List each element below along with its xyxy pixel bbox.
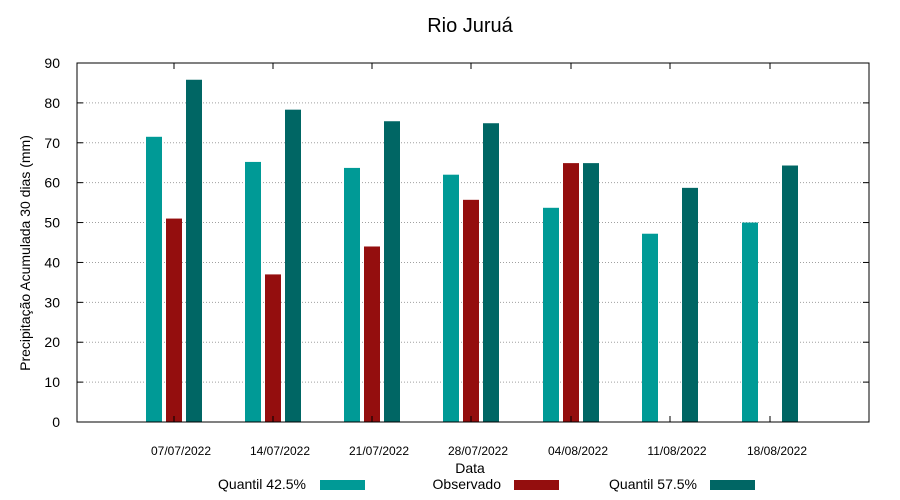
legend-swatch-3 [710,480,755,490]
x-tick-label-2: 14/07/2022 [250,444,310,458]
x-tick-label-6: 11/08/2022 [647,444,706,458]
y-tick-label-20: 20 [44,334,60,350]
bar-series2-cat5 [563,163,579,423]
bar-series3-cat5 [583,163,599,423]
x-tick-label-5: 04/08/2022 [548,444,608,458]
x-axis-ticks: 07/07/2022 14/07/2022 21/07/2022 28/07/2022… [151,63,807,458]
legend-swatch-2 [514,480,559,490]
y-axis-label: Precipitação Acumulada 30 dias (mm) [17,135,33,371]
legend-label-3: Quantil 57.5% [609,476,697,492]
bar-series3-cat3 [384,121,400,422]
bar-series1-cat1 [146,136,162,423]
bar-series2-cat4 [463,199,479,422]
bar-series3-cat7 [782,165,798,422]
bars [146,79,798,423]
y-tick-label-70: 70 [44,135,60,151]
legend-label-2: Observado [433,476,502,492]
x-tick-label-4: 28/07/2022 [448,444,508,458]
y-tick-label-40: 40 [44,254,60,270]
y-tick-label-50: 50 [44,215,60,231]
bar-series1-cat6 [642,233,658,422]
y-tick-label-60: 60 [44,175,60,191]
bar-series2-cat3 [364,246,380,422]
bar-series1-cat2 [245,161,261,422]
bar-series3-cat4 [483,123,499,422]
x-tick-label-3: 21/07/2022 [349,444,409,458]
y-axis-ticks: 0 10 20 30 40 50 60 70 80 90 [44,55,869,430]
y-tick-label-80: 80 [44,95,60,111]
y-tick-label-30: 30 [44,294,60,310]
y-tick-label-10: 10 [44,374,60,390]
x-tick-label-1: 07/07/2022 [151,444,211,458]
bar-series3-cat6 [682,187,698,422]
x-tick-label-7: 18/08/2022 [747,444,807,458]
bar-series1-cat5 [543,207,559,422]
bar-series2-cat1 [166,218,182,422]
bar-series3-cat2 [285,109,301,423]
legend: Quantil 42.5% Observado Quantil 57.5% [218,476,755,492]
y-tick-label-90: 90 [44,55,60,71]
bar-series2-cat2 [265,274,281,422]
bar-series1-cat7 [742,222,758,422]
bar-series1-cat3 [344,167,360,422]
y-tick-label-0: 0 [52,414,60,430]
bar-series1-cat4 [443,174,459,422]
bar-series3-cat1 [186,79,202,423]
chart-title: Rio Juruá [427,15,513,37]
plot-frame [76,62,870,423]
x-axis-label: Data [455,460,485,476]
legend-label-1: Quantil 42.5% [218,476,306,492]
legend-swatch-1 [320,480,365,490]
